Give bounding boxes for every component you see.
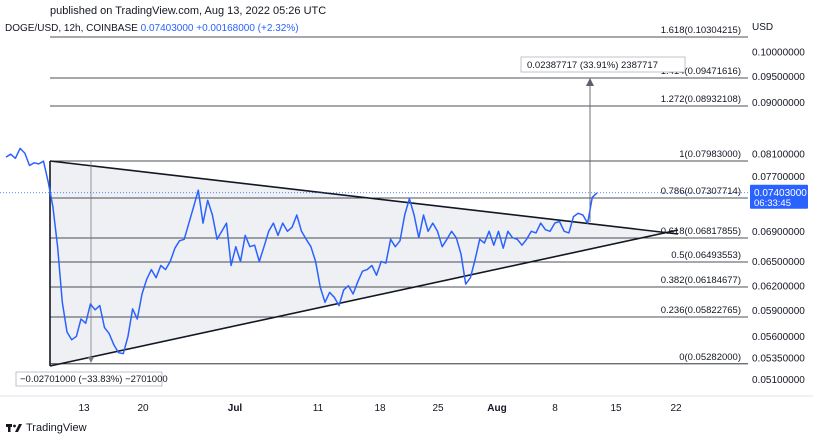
fib-level-label: 0.786(0.07307714) — [661, 186, 741, 197]
x-axis-tick-label: 8 — [552, 403, 558, 414]
y-axis-tick-label: 0.05350000 — [752, 353, 805, 364]
x-axis-tick-label: 18 — [374, 403, 386, 414]
fib-level-label: 1.272(0.08932108) — [661, 94, 741, 105]
x-axis-tick-label: 20 — [137, 403, 149, 414]
tradingview-logo-icon — [6, 424, 22, 432]
last-price-tag-countdown: 06:33:45 — [754, 198, 791, 209]
x-axis-tick-label: Aug — [487, 403, 506, 414]
y-axis-tick-label: 0.06900000 — [752, 227, 805, 238]
y-axis-tick-label: 0.06500000 — [752, 257, 805, 268]
y-axis-tick-label: 0.05900000 — [752, 306, 805, 317]
fib-level-label: 1.618(0.10304215) — [661, 25, 741, 36]
x-axis-tick-label: 15 — [610, 403, 622, 414]
symbol-name: DOGE/USD, 12h, COINBASE — [5, 23, 138, 34]
fib-level-label: 0.5(0.06493553) — [671, 250, 741, 261]
triangle-upper-edge — [49, 160, 679, 235]
y-axis-tick-label: 0.07700000 — [752, 172, 805, 183]
drop-measure-arrowhead — [88, 357, 94, 363]
drop-annotation-box — [15, 371, 163, 387]
last-price: 0.07403000 — [140, 23, 194, 34]
x-axis-tick-label: 11 — [313, 403, 324, 414]
y-axis-tick-label: 0.08100000 — [752, 150, 805, 161]
currency-label: USD — [752, 22, 774, 33]
drop-annotation-text: −0.02701000 (−33.83%) −2701000 — [20, 374, 168, 385]
y-axis-tick-label: 0.10000000 — [752, 47, 805, 58]
rise-measure-arrowhead — [586, 78, 594, 86]
last-price-tag — [750, 184, 808, 209]
triangle-lower-edge — [49, 229, 679, 367]
footer: TradingView — [6, 421, 87, 435]
fib-level-label: 1(0.07983000) — [679, 149, 741, 160]
y-axis-tick-label: 0.06200000 — [752, 281, 805, 292]
x-axis-tick-label: 22 — [670, 403, 682, 414]
triangle-pattern-fill — [50, 161, 668, 366]
y-axis-tick-label: 0.09500000 — [752, 72, 805, 83]
x-axis-tick-label: 13 — [78, 403, 90, 414]
y-axis-tick-label: 0.05600000 — [752, 332, 805, 343]
y-axis-tick-label: 0.09000000 — [752, 98, 805, 109]
fib-level-label: 0.382(0.06184677) — [661, 275, 741, 286]
x-axis-tick-label: 25 — [432, 403, 444, 414]
published-note: published on TradingView.com, Aug 13, 20… — [50, 5, 327, 17]
fib-level-label: 0.236(0.05822765) — [661, 305, 741, 316]
symbol-legend: DOGE/USD, 12h, COINBASE 0.07403000 +0.00… — [5, 23, 299, 34]
fib-level-label: 1.414(0.09471616) — [661, 66, 741, 77]
price-change: +0.00168000 (+2.32%) — [196, 23, 299, 34]
rise-annotation-box — [520, 56, 686, 73]
rise-annotation-text: 0.02387717 (33.91%) 2387717 — [527, 60, 658, 71]
price-series-line — [5, 147, 598, 355]
y-axis-tick-label: 0.05100000 — [752, 375, 805, 386]
x-axis-tick-label: Jul — [228, 403, 243, 414]
last-price-tag-value: 0.07403000 — [754, 188, 807, 199]
fib-level-label: 0.618(0.06817855) — [661, 226, 741, 237]
top-bar: published on TradingView.com, Aug 13, 20… — [0, 0, 813, 20]
footer-brand: TradingView — [26, 422, 87, 434]
fib-level-label: 0(0.05282000) — [679, 352, 741, 363]
